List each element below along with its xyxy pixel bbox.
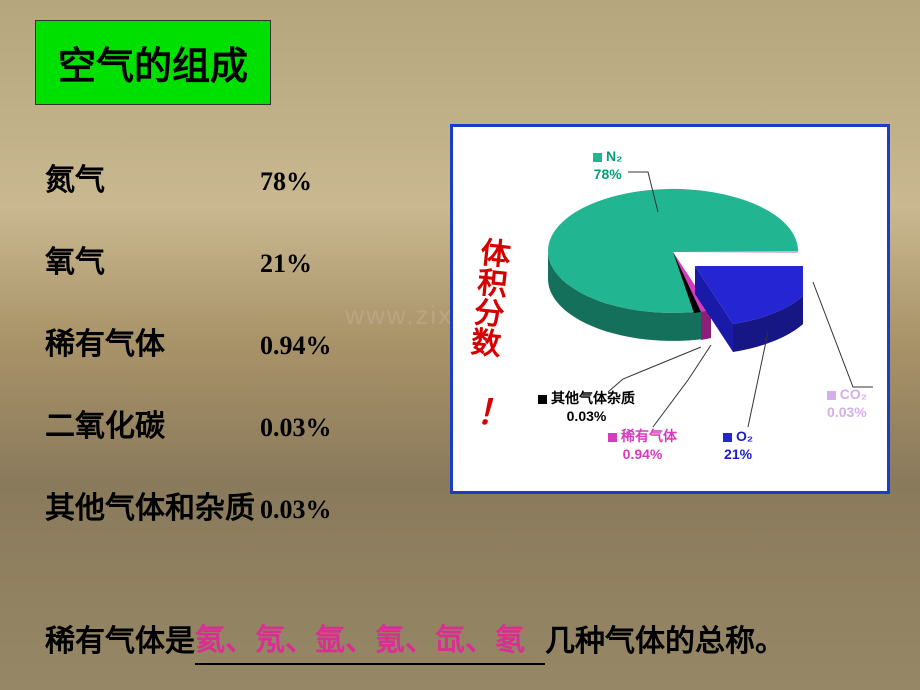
series-label: N₂ bbox=[606, 148, 622, 164]
chart-label-n2: N₂ 78% bbox=[593, 147, 622, 183]
component-name: 氧气 bbox=[45, 237, 260, 281]
marker-icon bbox=[827, 391, 836, 400]
series-label: CO₂ bbox=[840, 386, 867, 402]
component-name: 二氧化碳 bbox=[45, 401, 260, 445]
list-item: 其他气体和杂质 0.03% bbox=[45, 483, 445, 527]
composition-list: 氮气 78% 氧气 21% 稀有气体 0.94% 二氧化碳 0.03% 其他气体… bbox=[45, 155, 445, 565]
component-name: 其他气体和杂质 bbox=[45, 483, 260, 527]
series-label: 其他气体杂质 bbox=[551, 390, 635, 406]
series-pct: 0.03% bbox=[567, 408, 607, 424]
series-pct: 78% bbox=[594, 166, 622, 182]
chart-label-rare: 稀有气体 0.94% bbox=[608, 427, 677, 463]
pie-svg-container bbox=[543, 172, 803, 352]
series-pct: 21% bbox=[724, 446, 752, 462]
chart-label-o2: O₂ 21% bbox=[723, 427, 753, 463]
pie-chart-svg bbox=[543, 172, 803, 372]
title-box: 空气的组成 bbox=[35, 20, 271, 105]
component-pct: 21% bbox=[260, 249, 312, 279]
vertical-annotation: 体积分数 bbox=[462, 235, 513, 358]
component-name: 氮气 bbox=[45, 155, 260, 199]
component-pct: 78% bbox=[260, 167, 312, 197]
component-pct: 0.03% bbox=[260, 413, 332, 443]
bottom-sentence: 稀有气体是氦、氖、氩、氪、氙、氡几种气体的总称。 bbox=[45, 616, 875, 662]
marker-icon bbox=[608, 433, 617, 442]
list-item: 氧气 21% bbox=[45, 237, 445, 281]
marker-icon bbox=[593, 153, 602, 162]
series-pct: 0.03% bbox=[827, 404, 867, 420]
marker-icon bbox=[723, 433, 732, 442]
bottom-suffix: 几种气体的总称。 bbox=[545, 625, 785, 658]
marker-icon bbox=[538, 395, 547, 404]
component-pct: 0.03% bbox=[260, 495, 332, 525]
pie-chart: 体积分数 ！ bbox=[450, 124, 890, 494]
list-item: 二氧化碳 0.03% bbox=[45, 401, 445, 445]
series-pct: 0.94% bbox=[623, 446, 663, 462]
list-item: 氮气 78% bbox=[45, 155, 445, 199]
component-name: 稀有气体 bbox=[45, 319, 260, 363]
chart-label-co2: CO₂ 0.03% bbox=[827, 385, 867, 421]
exclaim-icon: ！ bbox=[476, 385, 510, 434]
fill-blank: 氦、氖、氩、氪、氙、氡 bbox=[195, 619, 545, 665]
bottom-prefix: 稀有气体是 bbox=[45, 625, 195, 658]
series-label: 稀有气体 bbox=[621, 428, 677, 444]
series-label: O₂ bbox=[736, 428, 753, 444]
bottom-answer: 氦、氖、氩、氪、氙、氡 bbox=[195, 624, 525, 657]
component-pct: 0.94% bbox=[260, 331, 332, 361]
page-title: 空气的组成 bbox=[58, 46, 248, 88]
chart-label-other: 其他气体杂质 0.03% bbox=[538, 389, 635, 425]
